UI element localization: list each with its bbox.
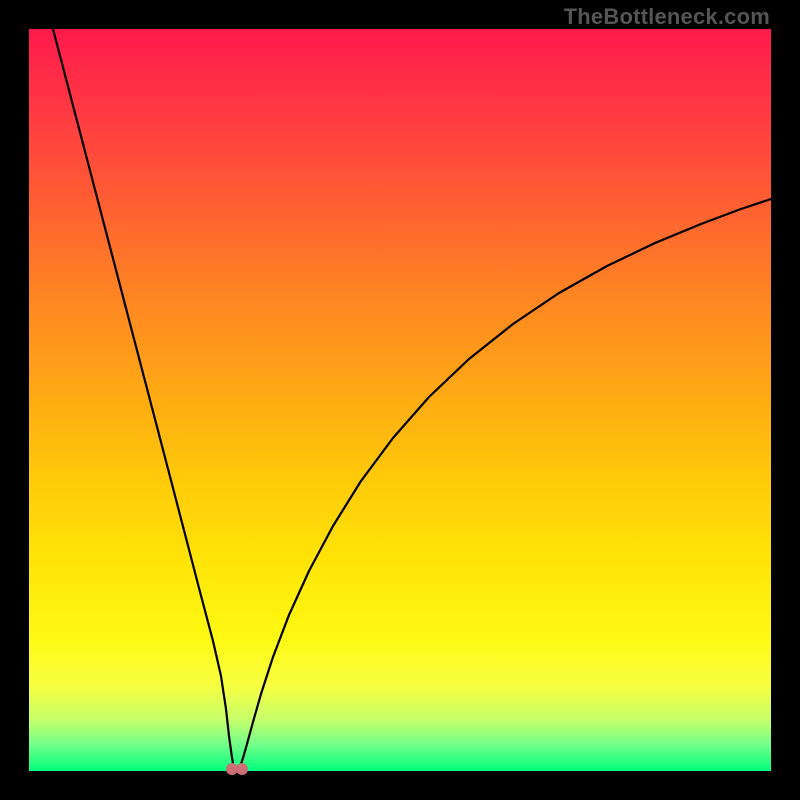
bottleneck-curve <box>29 29 771 771</box>
watermark-text: TheBottleneck.com <box>564 4 770 30</box>
plot-area <box>29 29 771 771</box>
chart-frame: TheBottleneck.com <box>0 0 800 800</box>
min-marker <box>236 763 248 775</box>
